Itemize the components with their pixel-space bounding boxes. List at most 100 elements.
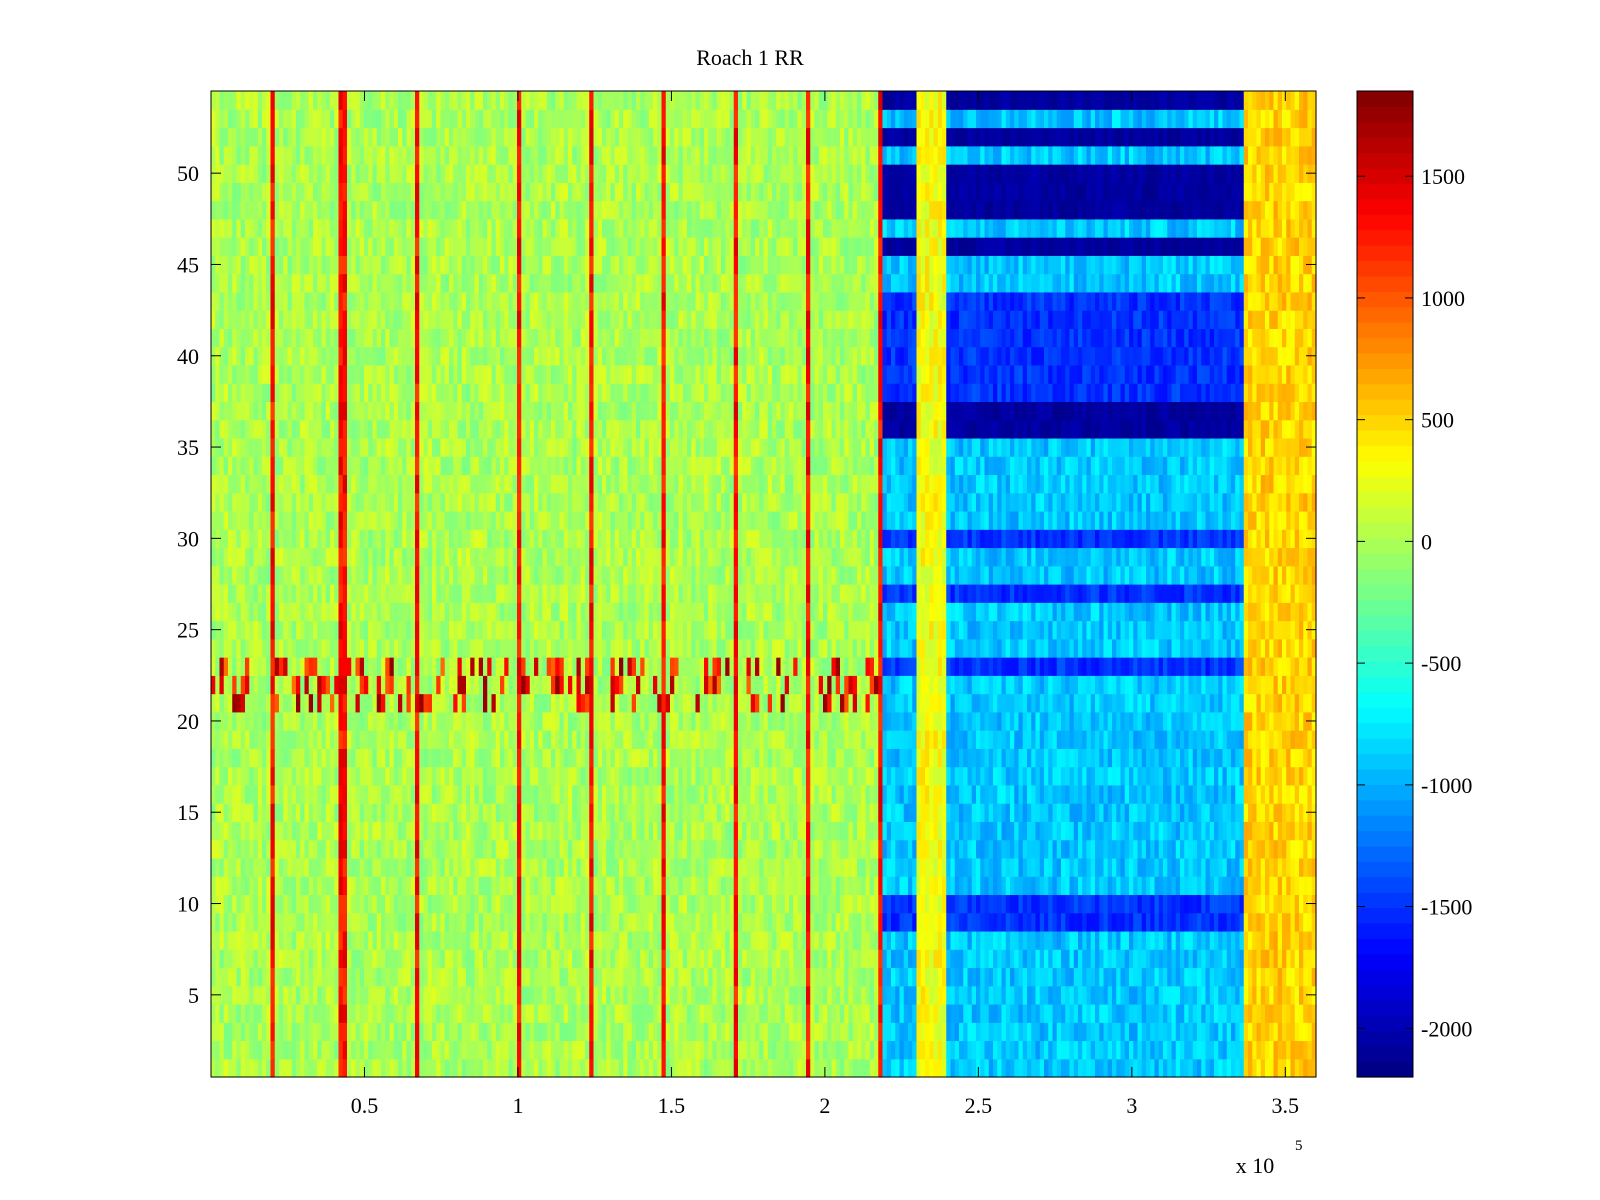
heatmap-cell [844,748,850,768]
heatmap-cell [534,1040,539,1060]
heatmap-cell [338,949,344,969]
heatmap-cell [882,985,888,1005]
heatmap-cell [572,1022,578,1042]
heatmap-cell [708,821,714,841]
heatmap-cell [895,912,901,932]
heatmap-cell [423,912,429,932]
heatmap-cell [1061,1003,1066,1023]
heatmap-cell [840,1003,845,1023]
heatmap-cell [568,821,573,841]
heatmap-cell [631,949,637,969]
heatmap-cell [1073,803,1079,822]
heatmap-cell [529,857,535,877]
heatmap-cell [555,766,561,786]
heatmap-cell [631,857,637,877]
heatmap-cell [555,949,561,969]
heatmap-cell [912,784,918,804]
heatmap-cell [903,985,909,1005]
heatmap-cell [793,949,799,969]
heatmap-cell [1290,1003,1296,1023]
heatmap-cell [729,1058,735,1078]
heatmap-cell [508,1058,514,1078]
heatmap-cell [959,766,964,786]
heatmap-cell [249,930,255,950]
heatmap-cell [1269,912,1275,932]
heatmap-cell [1141,1003,1147,1023]
heatmap-cell [1082,985,1088,1005]
heatmap-cell [1248,876,1253,896]
heatmap-cell [1129,930,1134,950]
heatmap-cell [1192,949,1198,969]
heatmap-cell [729,949,735,969]
heatmap-cell [1201,857,1207,877]
heatmap-cell [398,876,403,896]
heatmap-cell [521,803,527,822]
heatmap-cell [1056,949,1062,969]
heatmap-cell [1214,1058,1219,1078]
heatmap-cell [721,967,726,987]
heatmap-cell [385,839,391,859]
heatmap-cell [1065,876,1071,896]
heatmap-cell [453,839,459,859]
heatmap-cell [1269,821,1275,841]
heatmap-cell [793,912,799,932]
heatmap-cell [1069,766,1075,786]
heatmap-cell [270,839,276,859]
heatmap-cell [1222,912,1228,932]
heatmap-cell [219,894,225,914]
heatmap-cell [257,711,263,731]
heatmap-cell [538,1003,544,1023]
heatmap-cell [440,1040,446,1060]
heatmap-cell [211,784,216,804]
heatmap-cell [848,839,854,859]
heatmap-cell [423,748,429,768]
heatmap-cell [661,967,667,987]
heatmap-cell [283,1040,289,1060]
heatmap-cell [776,967,782,987]
heatmap-cell [891,912,896,932]
heatmap-cell [406,730,412,749]
heatmap-cell [882,730,888,749]
heatmap-cell [699,930,705,950]
heatmap-cell [861,821,867,841]
heatmap-cell [223,949,229,969]
heatmap-cell [661,857,667,877]
heatmap-cell [381,1022,386,1042]
heatmap-cell [440,1003,446,1023]
heatmap-cell [580,949,586,969]
heatmap-cell [793,1058,799,1078]
heatmap-cell [1163,803,1168,822]
heatmap-cell [1005,1003,1011,1023]
heatmap-cell [1260,857,1266,877]
heatmap-cell [538,894,544,914]
heatmap-cell [1192,1058,1198,1078]
heatmap-cell [580,748,586,768]
heatmap-cell [517,949,522,969]
heatmap-cell [257,1022,263,1042]
heatmap-cell [1299,1003,1304,1023]
heatmap-cell [372,985,378,1005]
heatmap-cell [776,1058,782,1078]
heatmap-cell [801,821,807,841]
heatmap-cell [1282,967,1287,987]
heatmap-cell [840,894,845,914]
heatmap-cell [619,1058,624,1078]
heatmap-cell [721,876,726,896]
heatmap-cell [818,748,824,768]
heatmap-cell [772,949,777,969]
heatmap-cell [835,748,841,768]
heatmap-cell [389,766,395,786]
heatmap-cell [453,730,459,749]
heatmap-cell [840,949,845,969]
heatmap-cell [308,1003,314,1023]
heatmap-cell [495,803,501,822]
heatmap-cell [325,766,331,786]
heatmap-cell [801,1040,807,1060]
heatmap-cell [274,985,280,1005]
heatmap-cell [1112,949,1117,969]
heatmap-cell [602,967,607,987]
heatmap-cell [470,730,476,749]
heatmap-cell [1133,912,1139,932]
heatmap-cell [1052,748,1058,768]
heatmap-cell [1290,967,1296,987]
